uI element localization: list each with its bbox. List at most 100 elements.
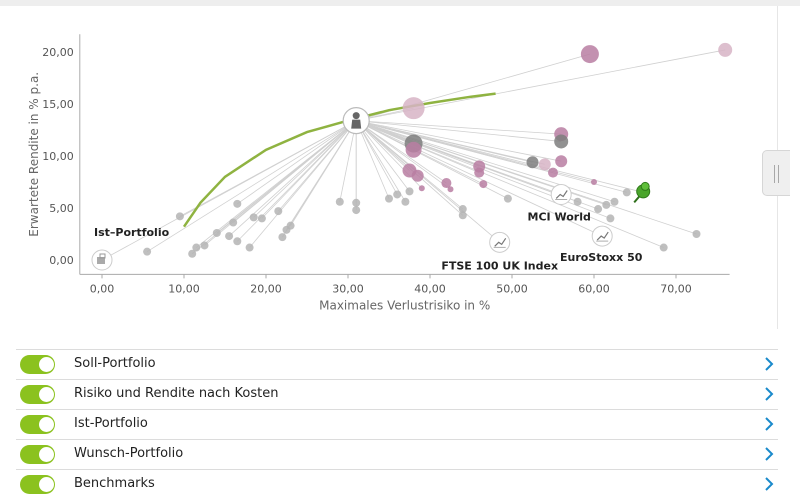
link-line bbox=[355, 120, 451, 190]
data-point bbox=[249, 213, 258, 222]
link-line bbox=[356, 120, 664, 248]
chevron-right-icon[interactable] bbox=[762, 356, 776, 372]
data-point bbox=[659, 243, 668, 252]
data-point bbox=[233, 237, 242, 246]
top-bar bbox=[0, 0, 800, 6]
link-line bbox=[355, 120, 410, 192]
data-point bbox=[479, 180, 488, 189]
x-tick-label: 60,00 bbox=[578, 282, 610, 295]
y-tick-label: 15,00 bbox=[42, 98, 74, 111]
x-tick-label: 30,00 bbox=[332, 282, 364, 295]
data-points bbox=[143, 42, 733, 258]
link-line bbox=[355, 120, 390, 199]
benchmark-label: MCI World bbox=[528, 210, 591, 223]
link-line bbox=[232, 120, 357, 223]
toggle-row[interactable]: Soll-Portfolio bbox=[16, 349, 778, 378]
toggle-label: Risiko und Rendite nach Kosten bbox=[74, 386, 279, 401]
data-point bbox=[411, 169, 424, 182]
side-panel-handle[interactable] bbox=[762, 150, 790, 196]
link-line bbox=[355, 120, 500, 243]
data-point bbox=[229, 218, 238, 227]
portfolio-icon bbox=[97, 257, 105, 264]
data-point bbox=[458, 211, 467, 220]
data-point bbox=[447, 186, 454, 193]
toggle-switch[interactable] bbox=[20, 355, 55, 374]
link-line bbox=[356, 120, 603, 237]
benchmark-2[interactable] bbox=[591, 225, 613, 247]
benchmark-0[interactable] bbox=[550, 183, 572, 205]
toggle-knob bbox=[39, 387, 54, 402]
soll-portfolio-marker[interactable] bbox=[342, 107, 370, 135]
chevron-right-icon[interactable] bbox=[762, 386, 776, 402]
data-point bbox=[474, 167, 485, 178]
data-point bbox=[405, 187, 414, 196]
toggle-label: Soll-Portfolio bbox=[74, 356, 156, 371]
x-axis-title: Maximales Verlustrisiko in % bbox=[319, 298, 490, 312]
toggle-row[interactable]: Wunsch-Portfolio bbox=[16, 439, 778, 468]
chevron-right-icon[interactable] bbox=[762, 446, 776, 462]
data-point bbox=[503, 194, 512, 203]
data-point bbox=[405, 141, 422, 158]
toggle-label: Ist-Portfolio bbox=[74, 416, 148, 431]
data-point bbox=[274, 207, 283, 216]
chart-icon bbox=[555, 190, 568, 199]
link-line bbox=[261, 120, 357, 219]
link-line bbox=[356, 120, 615, 203]
benchmark-1[interactable] bbox=[489, 231, 511, 253]
data-point bbox=[458, 205, 467, 214]
data-point bbox=[335, 197, 344, 206]
data-point bbox=[212, 228, 221, 237]
link-line bbox=[146, 120, 357, 253]
data-point bbox=[555, 155, 568, 168]
data-point bbox=[580, 45, 599, 64]
person-icon-body bbox=[351, 119, 362, 129]
data-point bbox=[402, 97, 425, 120]
toggle-row[interactable]: Benchmarks bbox=[16, 469, 778, 498]
data-point bbox=[606, 214, 615, 223]
data-point bbox=[188, 249, 197, 258]
data-point bbox=[622, 188, 631, 197]
data-point bbox=[718, 42, 733, 57]
chevron-right-icon[interactable] bbox=[762, 476, 776, 492]
toggle-row[interactable]: Risiko und Rendite nach Kosten bbox=[16, 379, 778, 408]
data-point bbox=[143, 247, 152, 256]
data-point bbox=[257, 214, 266, 223]
link-line bbox=[339, 120, 357, 202]
toggle-switch[interactable] bbox=[20, 445, 55, 464]
risk-return-chart: 0,00 10,00 20,00 30,00 40,00 50,00 60,00 70,00 0… bbox=[27, 34, 733, 312]
data-point bbox=[418, 185, 425, 192]
y-tick-label: 5,00 bbox=[49, 202, 74, 215]
link-line bbox=[290, 120, 357, 226]
link-line bbox=[277, 120, 357, 212]
link-line bbox=[355, 120, 406, 202]
link-line bbox=[253, 120, 357, 218]
toggle-knob bbox=[39, 417, 54, 432]
wunsch-portfolio-marker[interactable] bbox=[633, 181, 651, 204]
link-line bbox=[237, 120, 357, 205]
efficient-frontier-line bbox=[182, 92, 496, 228]
toggle-switch[interactable] bbox=[20, 415, 55, 434]
toggle-knob bbox=[39, 477, 54, 492]
chart-icon bbox=[494, 237, 507, 247]
data-point bbox=[352, 198, 361, 207]
benchmark-label: FTSE 100 UK Index bbox=[441, 259, 558, 272]
toggle-row[interactable]: Ist-Portfolio bbox=[16, 409, 778, 438]
toggle-switch[interactable] bbox=[20, 475, 55, 494]
data-point bbox=[352, 206, 361, 215]
link-line bbox=[356, 120, 562, 135]
toggle-switch[interactable] bbox=[20, 385, 55, 404]
y-tick-label: 20,00 bbox=[42, 46, 74, 59]
data-point bbox=[526, 156, 539, 169]
x-tick-label: 10,00 bbox=[168, 282, 200, 295]
chevron-right-icon[interactable] bbox=[762, 416, 776, 432]
data-point bbox=[610, 197, 619, 206]
benchmark-label: EuroStoxx 50 bbox=[560, 251, 643, 264]
x-tick-label: 20,00 bbox=[250, 282, 282, 295]
data-point bbox=[554, 134, 569, 149]
data-point bbox=[441, 178, 452, 189]
x-tick-label: 40,00 bbox=[414, 282, 446, 295]
pin-icon-head bbox=[640, 181, 650, 191]
ist-portfolio-marker[interactable] bbox=[91, 249, 113, 271]
ist-portfolio-label: Ist–Portfolio bbox=[94, 226, 170, 239]
